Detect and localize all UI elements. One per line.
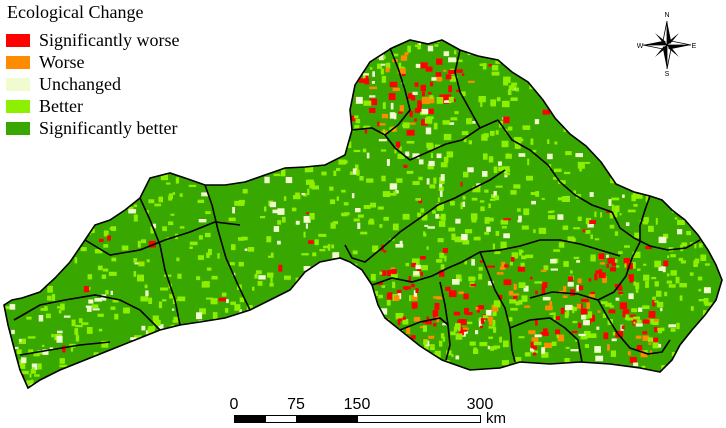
map-legend: Ecological Change Significantly worse Wo… (6, 2, 179, 139)
county-boundary (139, 197, 181, 326)
scale-tick-label: 0 (229, 396, 239, 413)
scale-segment (265, 415, 297, 423)
compass-east-label: E (692, 43, 697, 50)
county-boundary (204, 184, 251, 311)
compass-north-label: N (664, 12, 669, 19)
legend-swatch (6, 77, 30, 91)
compass-south-label: S (665, 71, 670, 76)
county-boundary (509, 317, 583, 363)
legend-swatch (6, 121, 30, 135)
county-boundary (639, 195, 651, 242)
scale-segment (357, 415, 481, 423)
scale-bar: 0 75 150 300 km (230, 396, 514, 427)
scale-tick-label: 300 (466, 396, 494, 413)
legend-swatch (6, 99, 30, 113)
legend-item-significantly-worse: Significantly worse (6, 29, 179, 51)
legend-label: Unchanged (39, 74, 121, 94)
county-boundary (84, 221, 241, 256)
scale-unit-label: km (486, 410, 506, 427)
county-boundary (454, 49, 481, 129)
county-boundary (399, 317, 449, 331)
legend-swatch (6, 33, 30, 47)
county-boundary (344, 169, 506, 263)
legend-label: Better (39, 96, 83, 116)
legend-label: Worse (39, 52, 85, 72)
county-boundary (611, 211, 701, 251)
north-arrow-compass: N S E W (637, 12, 697, 76)
scale-segment (234, 415, 266, 423)
county-boundary (529, 241, 641, 301)
scale-tick-label: 150 (343, 396, 371, 413)
legend-item-significantly-better: Significantly better (6, 117, 179, 139)
legend-swatch (6, 55, 30, 69)
legend-item-unchanged: Unchanged (6, 73, 179, 95)
legend-item-worse: Worse (6, 51, 179, 73)
legend-item-better: Better (6, 95, 179, 117)
scale-segment (296, 415, 358, 423)
county-boundary (19, 341, 111, 356)
legend-label: Significantly worse (39, 30, 180, 50)
county-boundary (351, 119, 499, 161)
county-boundary (371, 239, 621, 286)
scale-tick-label: 75 (287, 396, 305, 413)
compass-west-label: W (637, 43, 644, 50)
county-boundary (479, 251, 516, 363)
legend-label: Significantly better (39, 118, 178, 138)
county-boundary (597, 299, 671, 355)
legend-title: Ecological Change (7, 2, 144, 22)
county-boundary (13, 294, 161, 331)
county-boundary (384, 47, 411, 136)
county-boundary (497, 119, 613, 213)
